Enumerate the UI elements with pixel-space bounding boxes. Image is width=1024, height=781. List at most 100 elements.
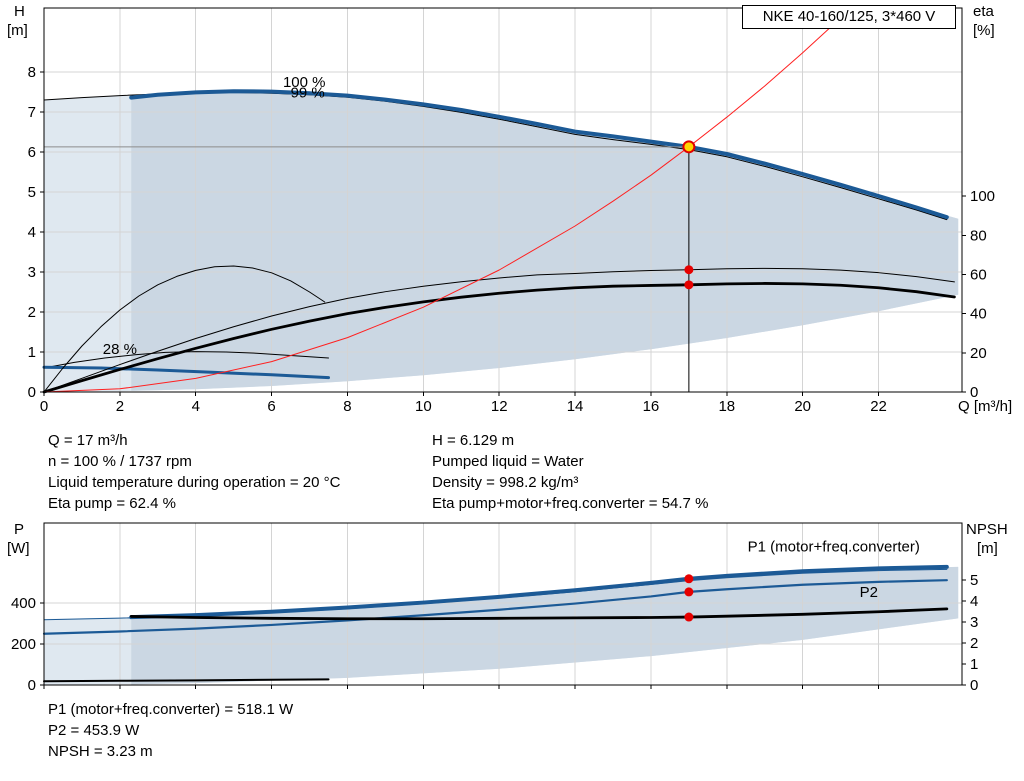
y-right-tick-label: 20 (970, 345, 987, 362)
info-line-temperature: Liquid temperature during operation = 20… (48, 474, 341, 491)
info-line-speed: n = 100 % / 1737 rpm (48, 453, 192, 470)
y-right-tick-label: 40 (970, 306, 987, 323)
x-tick-label: 14 (567, 398, 584, 415)
y-right-tick-label: 1 (970, 656, 978, 673)
y-left-tick-label: 7 (28, 104, 36, 121)
info-line-npsh: NPSH = 3.23 m (48, 743, 153, 760)
x-tick-label: 12 (491, 398, 508, 415)
h-axis-unit: [m] (7, 22, 28, 39)
y-left-tick-label: 8 (28, 64, 36, 81)
x-tick-label: 2 (116, 398, 124, 415)
npsh-axis-label: NPSH (966, 521, 1008, 538)
y-left-tick-label: 0 (28, 384, 36, 401)
p2-point (684, 587, 694, 597)
annotation: 100 % (283, 74, 326, 91)
npsh-point (684, 612, 694, 622)
npsh-axis-unit: [m] (977, 540, 998, 557)
y-right-tick-label: 80 (970, 227, 987, 244)
info-line-density: Density = 998.2 kg/m³ (432, 474, 579, 491)
y-left-tick-label: 200 (11, 636, 36, 653)
y-left-tick-label: 2 (28, 304, 36, 321)
hq-eta-chart: 0 2 4 6 8 10 12 14 16 18 20 22012345678020406080100… (28, 7, 995, 415)
info-line-eta-total: Eta pump+motor+freq.converter = 54.7 % (432, 495, 709, 512)
x-tick-label: 0 (40, 398, 48, 415)
curves (42, 7, 956, 394)
power-results: P1 (motor+freq.converter) = 518.1 W P2 =… (48, 699, 293, 762)
min-speed-limit-curve (42, 365, 331, 380)
p-axis-unit: [W] (7, 540, 30, 557)
x-tick-label: 4 (192, 398, 200, 415)
markers (682, 140, 696, 290)
power-npsh-chart: 0 200 400 0 1 2 3 4 5 P1 (motor+freq.converter) P2 (11, 522, 978, 693)
p1-curve (129, 564, 949, 620)
y-right-tick-label: 4 (970, 593, 978, 610)
duty-results-right: H = 6.129 m Pumped liquid = Water Densit… (432, 430, 708, 514)
annotation: P1 (motor+freq.converter) (748, 539, 920, 556)
y-left-tick-label: 4 (28, 224, 36, 241)
markers (684, 574, 694, 622)
curve-labels: P1 (motor+freq.converter) P2 (748, 539, 920, 601)
power-envelope-allowed (131, 566, 959, 685)
annotation: 99 % (291, 85, 325, 102)
annotation: 28 % (103, 341, 137, 358)
x-tick-label: 6 (267, 398, 275, 415)
eta-total-curve (42, 282, 956, 394)
y-right-tick-label: 5 (970, 572, 978, 589)
eta-total-point (684, 280, 694, 290)
h-axis-label: H (14, 3, 25, 20)
duty-point (682, 140, 696, 154)
curve-labels: 100 %99 % 28 % (103, 74, 326, 358)
eta-axis-unit: [%] (973, 22, 995, 39)
x-tick-label: 10 (415, 398, 432, 415)
envelope-areas (44, 91, 959, 393)
info-line-p2: P2 = 453.9 W (48, 722, 140, 739)
speed-28-curve (43, 351, 330, 369)
y-right-tick-label: 100 (970, 188, 995, 205)
p1-point (684, 574, 694, 584)
y-left-tick-label: 6 (28, 144, 36, 161)
envelope-allowed (131, 91, 959, 391)
npsh-low-speed-curve (43, 678, 330, 683)
system-curve (43, 7, 851, 393)
info-line-liquid: Pumped liquid = Water (432, 453, 584, 470)
axis-ticks: 0 200 400 0 1 2 3 4 5 (11, 572, 978, 693)
y-right-tick-label: 0 (970, 677, 978, 693)
annotation: P2 (860, 584, 878, 601)
frame (43, 522, 963, 686)
y-right-tick-label: 2 (970, 635, 978, 652)
info-line-flow: Q = 17 m³/h (48, 432, 128, 449)
pump-type-box: NKE 40-160/125, 3*460 V (742, 5, 956, 29)
frame (43, 7, 963, 393)
y-right-tick-label: 60 (970, 266, 987, 283)
y-left-tick-label: 3 (28, 264, 36, 281)
speed-100-curve (129, 89, 949, 220)
npsh-curve (129, 607, 949, 621)
y-left-tick-label: 400 (11, 595, 36, 612)
p2-curve (42, 579, 948, 635)
duty-results-left: Q = 17 m³/h n = 100 % / 1737 rpm Liquid … (48, 430, 340, 514)
x-tick-label: 20 (794, 398, 811, 415)
info-line-p1: P1 (motor+freq.converter) = 518.1 W (48, 701, 294, 718)
x-tick-label: 16 (643, 398, 660, 415)
q-axis-label: Q [m³/h] (958, 398, 1013, 415)
y-left-tick-label: 0 (28, 677, 36, 693)
y-right-tick-label: 0 (970, 384, 978, 401)
y-left-tick-label: 1 (28, 344, 36, 361)
eta-pump-curve (43, 267, 955, 393)
gridlines (44, 523, 962, 685)
p-axis-label: P (14, 521, 25, 538)
x-tick-label: 22 (870, 398, 887, 415)
info-line-head: H = 6.129 m (432, 432, 515, 449)
y-right-tick-label: 3 (970, 614, 978, 631)
curves (42, 564, 949, 683)
info-line-eta-pump: Eta pump = 62.4 % (48, 495, 176, 512)
eta-reduced-speed-curve (43, 265, 326, 393)
eta-axis-label: eta (973, 3, 994, 20)
x-tick-label: 8 (343, 398, 351, 415)
y-left-tick-label: 5 (28, 184, 36, 201)
x-tick-label: 18 (718, 398, 735, 415)
pump-type-label: NKE 40-160/125, 3*460 V (762, 8, 936, 25)
eta-pump-point (684, 265, 694, 275)
